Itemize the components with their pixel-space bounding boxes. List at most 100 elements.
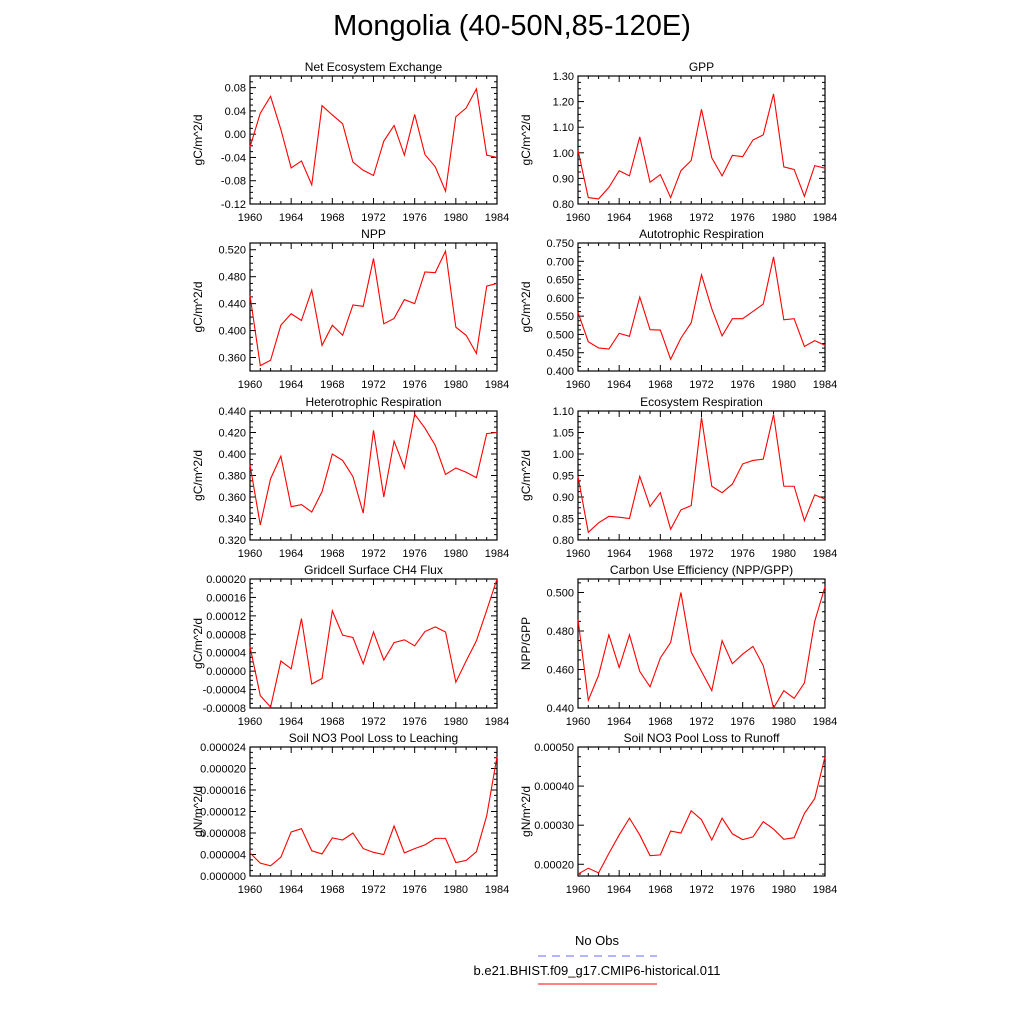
x-tick-label: 1980	[772, 716, 796, 728]
y-tick-label: 1.00	[553, 148, 574, 160]
x-tick-label: 1968	[320, 716, 344, 728]
y-tick-label: 0.600	[546, 293, 574, 305]
panel-3: NPP gC/m^2/d 1960 1964 1968 1972 1976 1980 1984 0…	[191, 227, 509, 391]
x-tick-label: 1964	[607, 716, 631, 728]
x-tick-label: 1972	[361, 884, 385, 896]
plot-frame	[577, 75, 826, 205]
x-tick-label: 1976	[730, 212, 754, 224]
y-tick-label: 0.500	[546, 587, 574, 599]
y-tick-label: 0.420	[218, 428, 246, 440]
y-tick-label: 0.00030	[534, 820, 574, 832]
y-tick-label: 0.00020	[206, 574, 246, 586]
panel-title: Autotrophic Respiration	[639, 227, 764, 241]
panel-7: Gridcell Surface CH4 Flux gC/m^2/d 1960 196…	[191, 563, 509, 728]
y-tick-label: 0.520	[218, 245, 246, 257]
x-tick-label: 1964	[279, 379, 303, 391]
x-tick-label: 1984	[813, 884, 837, 896]
x-tick-label: 1964	[279, 548, 303, 560]
y-axis-label: gC/m^2/d	[191, 450, 205, 501]
panel-10: Soil NO3 Pool Loss to Runoff gN/m^2/d 1960…	[519, 731, 837, 896]
y-axis-label: NPP/GPP	[519, 617, 533, 670]
y-tick-label: 0.85	[553, 514, 574, 526]
y-tick-label: -0.00004	[203, 685, 246, 697]
y-tick-label: 0.460	[546, 664, 574, 676]
x-tick-label: 1976	[402, 548, 426, 560]
x-tick-label: 1976	[730, 884, 754, 896]
y-axis-label: gC/m^2/d	[191, 115, 205, 166]
x-tick-label: 1984	[485, 716, 509, 728]
x-tick-label: 1984	[485, 212, 509, 224]
x-tick-label: 1968	[320, 884, 344, 896]
x-tick-label: 1968	[648, 379, 672, 391]
x-tick-label: 1964	[279, 212, 303, 224]
y-axis-label: gC/m^2/d	[519, 450, 533, 501]
panel-4: Autotrophic Respiration gC/m^2/d 1960 1964 1…	[519, 227, 837, 391]
y-tick-label: 0.650	[546, 275, 574, 287]
y-tick-label: 0.380	[218, 471, 246, 483]
x-tick-label: 1964	[607, 379, 631, 391]
y-tick-label: 0.400	[218, 449, 246, 461]
legend-model-label: b.e21.BHIST.f09_g17.CMIP6-historical.011	[473, 963, 721, 978]
y-axis-label: gN/m^2/d	[191, 786, 205, 837]
plot-frame	[577, 242, 826, 372]
panel-title: Soil NO3 Pool Loss to Leaching	[289, 731, 458, 745]
y-tick-label: 0.00008	[206, 629, 246, 641]
x-tick-label: 1984	[813, 716, 837, 728]
x-tick-label: 1968	[648, 548, 672, 560]
x-tick-label: 1976	[402, 884, 426, 896]
x-tick-label: 1960	[566, 884, 590, 896]
x-tick-label: 1980	[772, 379, 796, 391]
panel-title: GPP	[689, 60, 714, 74]
y-axis-label: gN/m^2/d	[519, 786, 533, 837]
legend-obs-label: No Obs	[574, 933, 620, 948]
y-tick-label: 0.00012	[206, 611, 246, 623]
y-tick-label: 0.000016	[200, 785, 246, 797]
y-tick-label: 0.480	[218, 272, 246, 284]
x-tick-label: 1972	[689, 212, 713, 224]
x-tick-label: 1968	[320, 212, 344, 224]
x-tick-label: 1968	[648, 212, 672, 224]
y-tick-label: -0.12	[221, 199, 246, 211]
series-line	[577, 756, 826, 875]
y-tick-label: 0.95	[553, 471, 574, 483]
x-tick-label: 1972	[361, 212, 385, 224]
y-tick-label: 0.440	[218, 299, 246, 311]
x-tick-label: 1968	[648, 716, 672, 728]
x-tick-label: 1972	[689, 548, 713, 560]
y-tick-label: 0.00	[225, 129, 246, 141]
x-tick-label: 1984	[813, 379, 837, 391]
y-tick-label: 0.00050	[534, 742, 574, 754]
y-tick-label: 0.80	[553, 535, 574, 547]
y-tick-label: 0.320	[218, 535, 246, 547]
plot-frame	[249, 746, 498, 877]
x-tick-label: 1980	[772, 212, 796, 224]
y-axis-label: gC/m^2/d	[519, 282, 533, 333]
y-tick-label: -0.08	[221, 176, 246, 188]
y-tick-label: 0.340	[218, 514, 246, 526]
panel-title: Ecosystem Respiration	[640, 395, 763, 409]
y-tick-label: 1.10	[553, 406, 574, 418]
x-tick-label: 1972	[361, 379, 385, 391]
panel-title: Carbon Use Efficiency (NPP/GPP)	[610, 563, 793, 577]
x-tick-label: 1980	[444, 716, 468, 728]
x-tick-label: 1984	[485, 548, 509, 560]
x-tick-label: 1976	[402, 212, 426, 224]
panel-title: Heterotrophic Respiration	[305, 395, 441, 409]
x-tick-label: 1960	[566, 716, 590, 728]
y-tick-label: 0.08	[225, 83, 246, 95]
y-axis-label: gC/m^2/d	[519, 115, 533, 166]
figure-title: Mongolia (40-50N,85-120E)	[333, 10, 691, 42]
x-tick-label: 1980	[444, 212, 468, 224]
plot-frame	[577, 746, 826, 877]
x-tick-label: 1968	[648, 884, 672, 896]
x-tick-label: 1980	[772, 548, 796, 560]
y-tick-label: 0.360	[218, 353, 246, 365]
y-tick-label: 0.750	[546, 238, 574, 250]
x-tick-label: 1964	[607, 884, 631, 896]
panel-8: Carbon Use Efficiency (NPP/GPP) NPP/GPP 19…	[519, 563, 837, 728]
panel-5: Heterotrophic Respiration gC/m^2/d 1960 196…	[191, 395, 509, 560]
y-tick-label: 1.10	[553, 122, 574, 134]
series-line	[249, 578, 498, 709]
plot-frame	[577, 578, 826, 709]
